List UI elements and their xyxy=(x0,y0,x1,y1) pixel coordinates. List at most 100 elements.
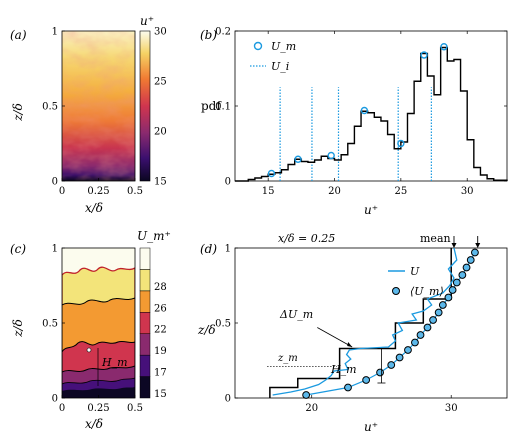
panel-c-axes: 0 0.25 0.5 0 0.5 1 xyxy=(42,244,143,415)
mean-um-point xyxy=(344,383,352,392)
mean-um-point xyxy=(416,331,425,339)
panel-c-ytick-label: 0 xyxy=(52,394,58,405)
mean-um-point xyxy=(411,338,419,347)
zonal-field-image xyxy=(62,248,135,398)
colorbar-c-level xyxy=(139,312,151,334)
panel-a-xtick-label: 0.25 xyxy=(87,186,109,197)
colorbar-c-level xyxy=(139,333,151,356)
panel-c-label: (c) xyxy=(10,242,26,256)
panel-d-ytick-label: 1 xyxy=(225,244,231,255)
mean-um-point xyxy=(444,293,453,302)
colorbar-a-label: u⁺ xyxy=(140,14,154,28)
panel-a-xtick-label: 0.5 xyxy=(127,186,143,197)
colorbar-a-tick-label: 20 xyxy=(154,127,167,138)
mean-um-point xyxy=(434,308,443,317)
mean-um-point xyxy=(466,256,475,264)
panel-a-ytick-label: 0.5 xyxy=(42,102,58,113)
colorbar-c-tick-label: 17 xyxy=(154,368,167,379)
panel-a-colorbar: 15 20 25 30 u⁺ xyxy=(139,14,167,188)
panel-d-ytick-label: 0 xyxy=(225,394,231,405)
panel-d: (d) 20 30 0 0.5 1 z/δ u⁺ x/δ = 0.25 mean ΔU_… xyxy=(197,232,508,434)
modal-point xyxy=(360,106,369,115)
panel-b-legend: U_m U_i xyxy=(250,40,296,73)
panel-c-ytick-label: 1 xyxy=(52,244,58,255)
panel-b-frame xyxy=(234,30,508,182)
velocity-field-image xyxy=(62,31,135,181)
panel-b-xtick-label: 25 xyxy=(394,186,407,197)
colorbar-c-level xyxy=(139,376,151,399)
modal-point xyxy=(327,151,335,160)
legend-um-label: U_m xyxy=(271,40,296,53)
modal-point xyxy=(420,51,428,59)
mean-um-point xyxy=(387,361,396,369)
colorbar-a-tick-label: 15 xyxy=(154,177,167,188)
hm-marker xyxy=(86,347,92,353)
panel-c-xtick-label: 0.25 xyxy=(87,403,109,414)
mean-um-point xyxy=(462,263,471,272)
mean-um-point xyxy=(362,376,371,384)
pdf-histogram xyxy=(235,46,508,182)
panel-d-xtick-label: 20 xyxy=(305,403,318,414)
legend-mean-um-marker xyxy=(392,287,400,295)
mean-um-point xyxy=(395,353,404,362)
panel-b-xlabel: u⁺ xyxy=(364,203,378,217)
legend-ui-label: U_i xyxy=(271,60,289,73)
panel-d-ytick-label: 0.5 xyxy=(215,319,231,330)
annotation-x-location: x/δ = 0.25 xyxy=(278,232,335,245)
panel-a-ytick-label: 0 xyxy=(52,177,58,188)
delta-um-pointer-head xyxy=(347,342,353,347)
panel-c-xtick-label: 0.5 xyxy=(127,403,143,414)
colorbar-c-tick-label: 22 xyxy=(154,325,167,336)
panel-c-xlabel: x/δ xyxy=(85,417,103,431)
mean-um-point xyxy=(423,323,432,332)
colorbar-c-level xyxy=(139,247,151,270)
panel-d-legend: U ⟨U_m⟩ xyxy=(388,265,444,298)
panel-b-ytick-label: 0 xyxy=(225,177,231,188)
legend-mean-um-label: ⟨U_m⟩ xyxy=(410,285,444,298)
mean-um-point xyxy=(452,278,461,287)
panel-c-hm-label: H_m xyxy=(101,356,128,369)
um-staircase xyxy=(269,248,452,398)
panel-c-ytick-label: 0.5 xyxy=(42,319,58,330)
annotation-delta-um: ΔU_m xyxy=(279,308,313,321)
panel-a-xtick-label: 0 xyxy=(59,186,65,197)
panel-b-xtick-label: 30 xyxy=(461,186,474,197)
panel-b-label: (b) xyxy=(200,28,217,42)
panel-a-xlabel: x/δ xyxy=(85,201,103,215)
mean-um-point xyxy=(448,286,457,294)
arrow-x-location-head xyxy=(451,243,457,248)
legend-u-label: U xyxy=(410,265,420,278)
colorbar-c-tick-label: 28 xyxy=(154,282,167,293)
mean-um-point xyxy=(429,316,437,324)
modal-point xyxy=(294,155,302,163)
panel-b-xtick-label: 15 xyxy=(262,186,275,197)
panel-c-colorbar: 15 17 19 22 26 28 U_m⁺ xyxy=(137,229,171,400)
panel-b-xtick-label: 20 xyxy=(328,186,341,197)
panel-b: (b) 15 20 25 30 0 0.1 0.2 pdf u⁺ U_m U_i xyxy=(200,27,508,217)
mean-um-point xyxy=(404,346,412,354)
annotation-hm: H_m xyxy=(330,363,357,376)
colorbar-a-tick-label: 25 xyxy=(154,77,167,88)
panel-a-axes: 0 0.25 0.5 0 0.5 1 xyxy=(42,27,143,198)
arrow-mean-head xyxy=(475,243,481,248)
colorbar-c-tick-label: 19 xyxy=(154,346,167,357)
colorbar-c-tick-label: 26 xyxy=(154,303,167,314)
modal-point xyxy=(397,139,405,148)
profile-plot: 20 30 0 0.5 1 xyxy=(215,236,481,414)
panel-a: (a) 0 0.25 0.5 0 0.5 1 x/δ z/δ 15 20 25 30 u⁺ xyxy=(10,14,167,215)
legend-um-marker xyxy=(253,41,263,51)
colorbar-a-tick-label: 30 xyxy=(154,27,167,38)
panel-b-ylabel: pdf xyxy=(201,99,222,113)
mean-um-point xyxy=(471,248,479,257)
annotation-zm: z_m xyxy=(277,353,298,364)
panel-a-ylabel: z/δ xyxy=(11,103,25,122)
panel-a-label: (a) xyxy=(10,28,27,42)
panel-d-xlabel: u⁺ xyxy=(364,420,378,434)
panel-c-xtick-label: 0 xyxy=(59,403,65,414)
panel-b-ytick-label: 0.2 xyxy=(215,27,231,38)
panel-b-ytick-label: 0.1 xyxy=(215,102,231,113)
mean-um-point xyxy=(376,368,384,377)
colorbar-c-level xyxy=(139,354,151,377)
mean-um-point xyxy=(438,301,447,309)
